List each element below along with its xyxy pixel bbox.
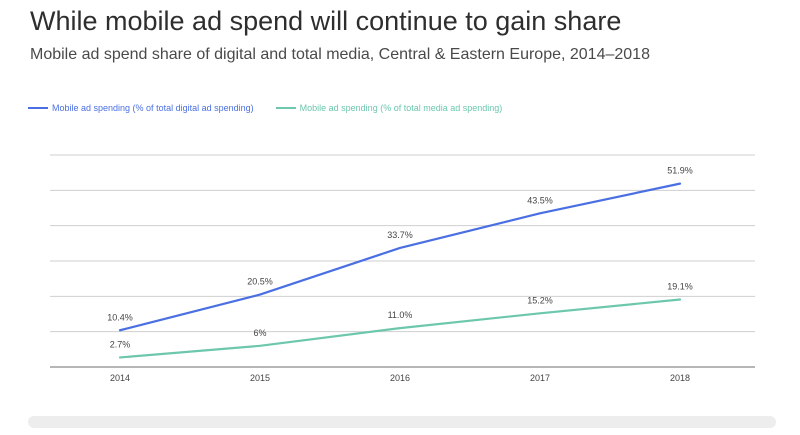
x-tick-label: 2016 [390, 373, 410, 383]
data-label: 10.4% [107, 312, 133, 322]
x-tick-label: 2015 [250, 373, 270, 383]
data-label: 11.0% [388, 310, 413, 320]
x-tick-label: 2018 [670, 373, 690, 383]
chart-subtitle: Mobile ad spend share of digital and tot… [30, 46, 650, 63]
data-label: 19.1% [667, 282, 693, 292]
legend-swatch-digital [28, 107, 48, 109]
data-label: 51.9% [667, 166, 693, 176]
data-label: 15.2% [527, 295, 553, 305]
legend-swatch-total [275, 107, 296, 109]
data-label: 20.5% [247, 277, 273, 287]
legend-item-total: Mobile ad spending (% of total media ad … [275, 103, 503, 113]
chart-legend: Mobile ad spending (% of total digital a… [28, 103, 502, 113]
chart-title: While mobile ad spend will continue to g… [30, 6, 622, 36]
data-label: 43.5% [527, 195, 553, 205]
horizontal-scrollbar[interactable] [28, 416, 776, 428]
legend-label-total: Mobile ad spending (% of total media ad … [299, 103, 503, 113]
legend-label-digital: Mobile ad spending (% of total digital a… [52, 103, 254, 113]
data-label: 6% [253, 328, 266, 338]
x-tick-label: 2014 [110, 373, 130, 383]
data-label: 33.7% [387, 230, 413, 240]
x-tick-label: 2017 [530, 373, 550, 383]
data-label: 2.7% [110, 339, 131, 349]
legend-item-digital: Mobile ad spending (% of total digital a… [28, 103, 254, 113]
